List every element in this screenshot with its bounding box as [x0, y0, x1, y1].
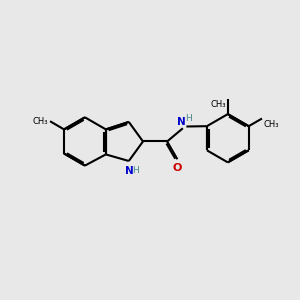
Text: H: H [185, 114, 191, 123]
Text: CH₃: CH₃ [211, 100, 226, 109]
Text: N: N [125, 166, 134, 176]
Text: N: N [177, 117, 186, 127]
Text: O: O [172, 163, 182, 173]
Text: CH₃: CH₃ [32, 117, 48, 126]
Text: H: H [132, 166, 139, 175]
Text: CH₃: CH₃ [264, 120, 279, 129]
